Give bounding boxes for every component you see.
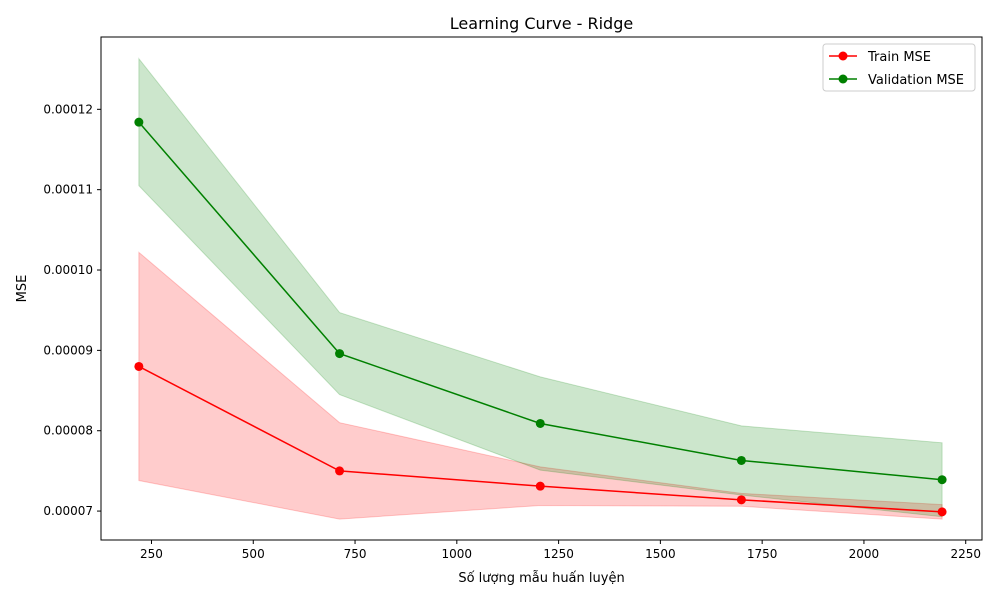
validation-mse-point [736, 455, 746, 465]
x-tick-label: 2250 [950, 547, 981, 561]
y-tick-label: 0.00009 [43, 343, 93, 357]
train-mse-point [335, 466, 345, 476]
y-tick-label: 0.00007 [43, 504, 93, 518]
train-mse-point [937, 507, 947, 517]
x-tick-label: 250 [140, 547, 163, 561]
legend-validation-mse-marker [838, 74, 848, 84]
y-tick-label: 0.00008 [43, 424, 93, 438]
train-mse-point [535, 481, 545, 491]
x-tick-label: 750 [344, 547, 367, 561]
legend: Train MSE Validation MSE [822, 43, 976, 92]
train-mse-point [736, 495, 746, 505]
confidence-bands [138, 57, 943, 520]
validation-mse-point [937, 475, 947, 485]
validation-mse-point [335, 349, 345, 359]
x-tick-label: 1750 [747, 547, 778, 561]
train-mse-band [138, 251, 943, 520]
plot-area-frame [100, 36, 983, 541]
x-axis-ticks: 250 500 750 1000 1250 1500 1750 2000 2250 [140, 540, 981, 561]
validation-mse-point [535, 418, 545, 428]
legend-train-mse-label: Train MSE [867, 50, 931, 65]
y-axis-label: MSE [15, 275, 30, 303]
y-axis-ticks: 0.00007 0.00008 0.00009 0.00010 0.00011 0.000… [43, 102, 101, 518]
chart-title: Learning Curve - Ridge [450, 14, 633, 33]
x-tick-label: 500 [242, 547, 265, 561]
series-points [134, 117, 947, 517]
x-tick-label: 1500 [645, 547, 676, 561]
y-tick-label: 0.00010 [43, 263, 93, 277]
x-tick-label: 1000 [442, 547, 473, 561]
legend-box [822, 43, 976, 92]
y-tick-label: 0.00011 [43, 183, 93, 197]
legend-train-mse-marker [838, 51, 848, 61]
train-mse-point [134, 361, 144, 371]
x-tick-label: 1250 [543, 547, 574, 561]
x-tick-label: 2000 [849, 547, 880, 561]
x-axis-label: Số lượng mẫu huấn luyện [458, 571, 624, 586]
legend-validation-mse-label: Validation MSE [868, 73, 964, 88]
y-tick-label: 0.00012 [43, 102, 93, 116]
validation-mse-point [134, 117, 144, 127]
